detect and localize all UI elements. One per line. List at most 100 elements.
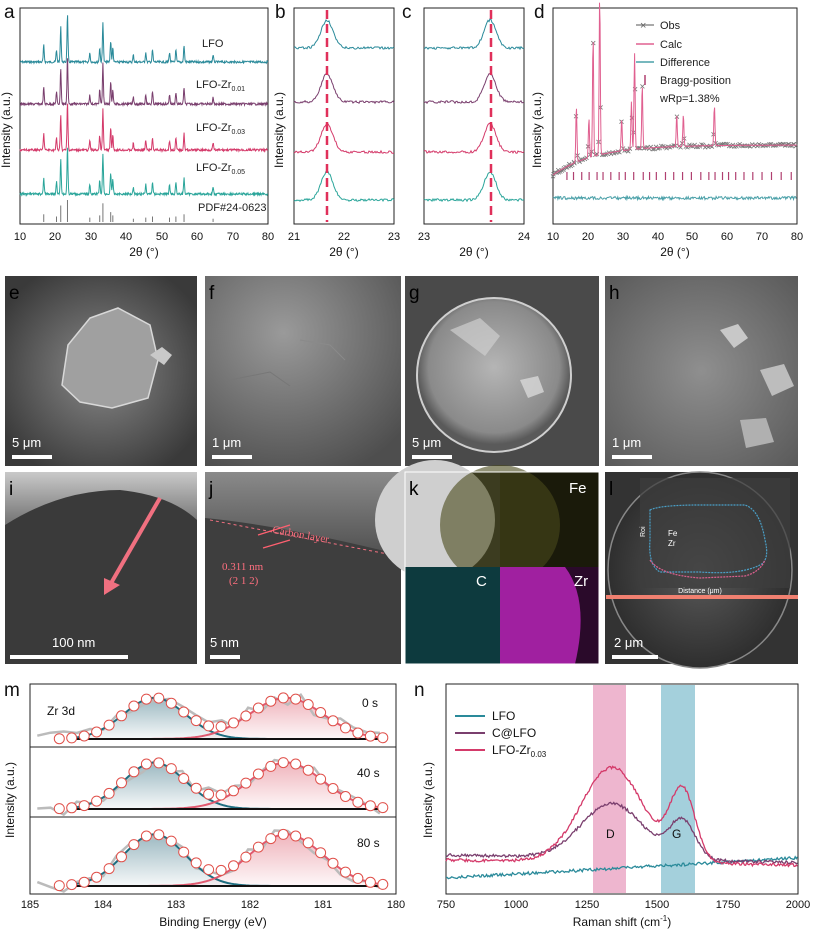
scalebar-f-label: 1 μm [212, 435, 241, 450]
panel-d-frame [552, 7, 798, 225]
panel-label-a: a [4, 2, 15, 23]
xps-envelope-marker [377, 878, 389, 890]
tem-image-l [605, 471, 798, 669]
panel-label-l: l [609, 479, 613, 500]
panel-m-fits [36, 692, 389, 893]
scalebar-h [612, 455, 652, 459]
xps-envelope-marker [290, 758, 302, 770]
sem-image-f [205, 276, 401, 466]
xps-envelope-marker [178, 846, 190, 858]
svg-text:10: 10 [547, 231, 559, 243]
xps-envelope-marker [277, 692, 289, 704]
xps-envelope-marker [53, 803, 65, 815]
panel-a-trace [19, 58, 269, 108]
svg-text:1500: 1500 [645, 899, 669, 911]
zoom-trace [293, 123, 395, 154]
panel-a-traces [19, 15, 269, 198]
xps-envelope-marker [91, 795, 103, 807]
panel-a-label-lfo: LFO [202, 38, 224, 50]
arrow-head-i [104, 578, 120, 595]
xps-envelope-marker [352, 727, 364, 739]
xps-envelope-marker [165, 697, 177, 709]
svg-text:21: 21 [288, 231, 300, 243]
xps-envelope-marker [91, 871, 103, 883]
xps-envelope-marker [190, 857, 202, 869]
xps-envelope-marker [153, 829, 165, 841]
xps-envelope-marker [352, 796, 364, 808]
panel-a-ylabel: Intensity (a.u.) [0, 92, 13, 168]
xps-envelope-marker [165, 835, 177, 847]
panel-d-calc-line [552, 2, 797, 176]
xps-envelope-marker [302, 837, 314, 849]
xps-envelope-marker [66, 732, 78, 744]
panel-label-b: b [275, 2, 286, 23]
xps-envelope-marker [91, 726, 103, 738]
xps-envelope-marker [190, 715, 202, 727]
j-plane-label: (2 1 2) [229, 575, 259, 587]
raman-trace [445, 801, 798, 865]
svg-text:60: 60 [721, 231, 733, 243]
panel-m-xlabel: Binding Energy (eV) [159, 915, 266, 929]
obs-marker [657, 145, 662, 151]
xps-envelope-marker [252, 702, 264, 714]
svg-text:184: 184 [94, 899, 112, 911]
k-element-fe: Fe [569, 480, 587, 497]
obs-marker [788, 143, 793, 148]
svg-text:20: 20 [49, 231, 61, 243]
obs-marker [640, 84, 645, 89]
xps-envelope-marker [203, 788, 215, 800]
scalebar-i-label: 100 nm [52, 635, 95, 650]
xps-envelope-marker [228, 860, 239, 872]
svg-text:30: 30 [85, 231, 97, 243]
xps-envelope-marker [53, 880, 65, 892]
xps-envelope-marker [228, 785, 239, 797]
scalebar-g [412, 455, 452, 459]
obs-marker [741, 143, 746, 149]
k-element-zr: Zr [574, 573, 588, 590]
panel-c-frame [423, 7, 525, 225]
xps-envelope-marker [78, 730, 90, 742]
xps-envelope-marker [178, 773, 190, 784]
panel-label-f: f [209, 283, 215, 304]
panel-b-xlabel: 2θ (°) [329, 245, 358, 259]
svg-text:70: 70 [227, 231, 239, 243]
zoom-trace [423, 18, 525, 51]
xps-envelope-marker [315, 707, 327, 718]
panel-n-xticks: 750 1000 1250 1500 1750 2000 [437, 899, 810, 911]
xps-envelope-marker [315, 773, 327, 785]
scalebar-j [210, 655, 240, 659]
panel-a-trace [19, 103, 269, 153]
obs-marker [552, 170, 558, 175]
panel-a-label-zr005: LFO-Zr0.05 [196, 162, 245, 176]
l-legend-fe: Fe [668, 529, 678, 538]
panel-d-difference-line [552, 194, 797, 202]
xps-envelope-marker [190, 782, 202, 794]
panel-d-legend-bragg: Bragg-position [660, 75, 731, 87]
k-element-c: C [476, 573, 487, 590]
scalebar-g-label: 5 μm [412, 435, 441, 450]
panel-n-band-g-label: G [672, 827, 681, 841]
zoom-trace [293, 19, 395, 50]
panel-b-ylabel: Intensity (a.u.) [272, 92, 286, 168]
panel-a-xticks: 10 20 30 40 50 60 70 80 [14, 231, 274, 243]
xps-fit-fill [66, 762, 382, 809]
zoom-trace [293, 72, 395, 105]
panel-label-j: j [208, 479, 213, 500]
panel-n-legend-clfo: C@LFO [492, 726, 536, 740]
tem-image-j [205, 472, 401, 664]
panel-d-legend-diff: Difference [660, 57, 710, 69]
svg-text:70: 70 [756, 231, 768, 243]
xps-envelope-marker [203, 720, 215, 732]
xps-envelope-marker [277, 828, 289, 840]
panel-a-trace [19, 15, 269, 65]
xps-envelope-marker [116, 777, 127, 789]
xps-envelope-marker [240, 777, 252, 789]
panel-d-legend: × Obs Calc Difference Bragg-position wRp… [636, 20, 731, 105]
svg-text:30: 30 [617, 231, 629, 243]
svg-text:50: 50 [156, 231, 168, 243]
eds-map-c [405, 567, 500, 664]
panel-label-m: m [4, 680, 20, 701]
xps-envelope-marker [128, 766, 140, 778]
raman-trace [445, 765, 798, 868]
panel-m-time-80: 80 s [357, 836, 380, 850]
